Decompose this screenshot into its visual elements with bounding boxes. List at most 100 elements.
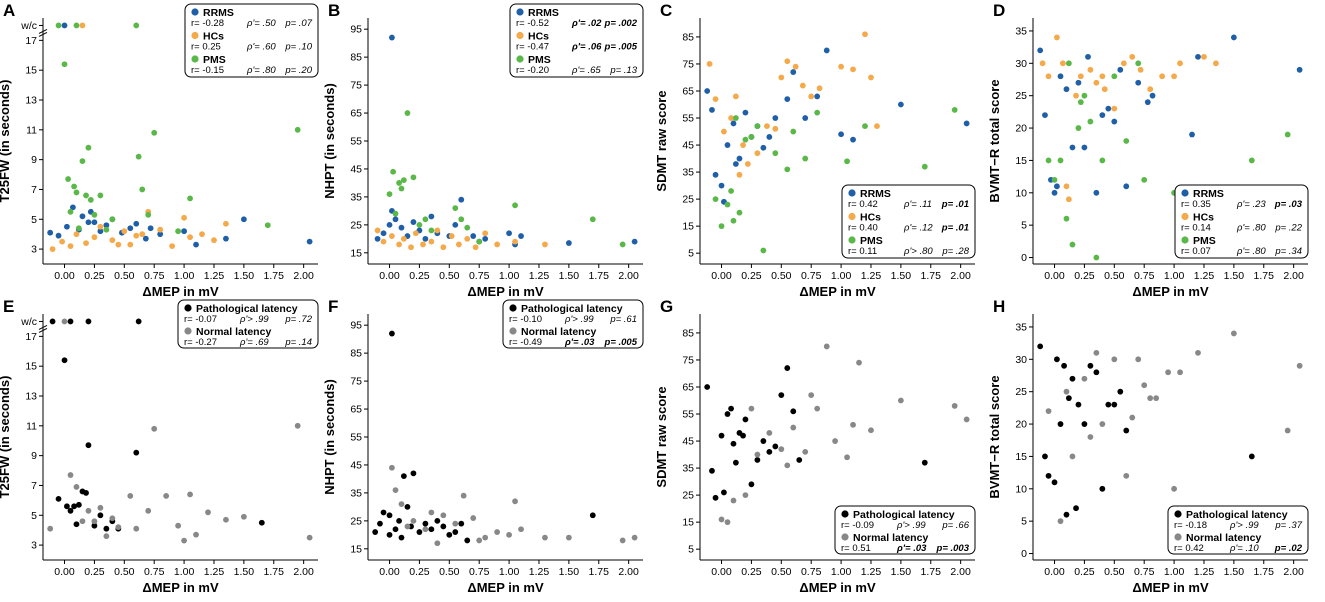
data-point-hcs [109, 237, 116, 244]
x-tick-label: 0.00 [54, 270, 75, 282]
data-point-rrms [410, 219, 417, 225]
data-point-rrms [223, 235, 229, 242]
x-tick-label: 2.00 [950, 566, 971, 578]
data-point-rrms [1075, 79, 1082, 86]
data-point-norm [410, 517, 417, 524]
y-tick-label: 65 [350, 108, 362, 120]
data-point-pms [951, 107, 958, 113]
data-point-pms [802, 155, 809, 162]
legend-marker [191, 31, 199, 40]
data-point-norm [127, 492, 134, 499]
legend-r: r= 0.42 [848, 199, 878, 210]
data-point-path [133, 449, 140, 456]
data-point-rrms [1195, 53, 1201, 60]
data-point-pms [400, 177, 407, 184]
x-axis-label: ΔMEP in mV [467, 580, 544, 595]
y-axis-label: T25FW (in seconds) [0, 80, 12, 203]
y-tick-label: 55 [350, 136, 362, 148]
y-tick-label: 85 [350, 52, 362, 64]
data-point-pms [145, 211, 152, 218]
data-point-rrms [760, 144, 767, 151]
x-tick-label: 1.75 [589, 566, 610, 578]
data-point-norm [742, 492, 749, 499]
data-point-norm [205, 509, 211, 516]
y-tick-label: 65 [350, 404, 362, 416]
x-tick-label: 1.25 [204, 566, 225, 578]
data-point-rrms [1037, 47, 1044, 54]
legend-name: Pathological latency [521, 303, 623, 315]
y-tick-label: 75 [682, 58, 694, 70]
data-point-pms [784, 166, 791, 173]
data-point-pms [724, 201, 731, 208]
data-point-hcs [1093, 79, 1100, 86]
panel-c: C 0.00 0.25 0.50 0.75 1.00 1.25 1.50 1.75 2.00 5 15… [654, 1, 976, 299]
x-tick-label: 1.25 [204, 270, 225, 282]
data-point-norm [91, 518, 98, 525]
legend-r: r= 0.07 [1181, 246, 1211, 257]
data-point-norm [718, 516, 725, 523]
data-point-hcs [1171, 73, 1177, 80]
y-tick-label: 35 [350, 487, 362, 499]
x-tick-label: 0.25 [1074, 566, 1095, 578]
x-tick-label: 2.00 [950, 270, 971, 282]
data-point-rrms [897, 101, 904, 108]
data-point-pms [398, 185, 405, 192]
data-point-path [778, 392, 785, 398]
legend-box [834, 505, 976, 555]
legend-marker [1181, 189, 1189, 197]
y-tick-label: 5 [31, 214, 37, 226]
data-point-path [49, 318, 56, 325]
data-point-norm [1069, 453, 1076, 460]
data-point-hcs [121, 228, 128, 235]
data-point-hcs [1129, 53, 1136, 60]
data-point-path [728, 405, 734, 412]
data-point-hcs [712, 96, 719, 102]
data-point-hcs [1111, 105, 1118, 112]
data-point-pms [862, 123, 868, 130]
data-point-norm [482, 534, 489, 541]
y-tick-label: 15 [25, 361, 37, 373]
data-point-path [410, 470, 417, 477]
data-point-hcs [396, 241, 402, 248]
legend-rho: ρ'> .99 [896, 520, 926, 531]
data-point-norm [97, 504, 104, 511]
data-point-pms [1057, 157, 1064, 164]
panel-d: D 0.00 0.25 0.50 0.75 1.00 1.25 1.50 1.75 2.00 0 5 1… [987, 1, 1309, 299]
data-point-rrms [458, 196, 465, 203]
data-point-path [589, 512, 596, 519]
y-tick-label: 13 [25, 95, 37, 107]
data-point-path [1248, 453, 1255, 460]
data-point-norm [1045, 408, 1052, 415]
data-point-norm [790, 424, 797, 431]
data-point-norm [145, 507, 152, 514]
data-point-rrms [1144, 99, 1151, 106]
data-point-norm [470, 515, 477, 521]
data-point-rrms [850, 136, 856, 143]
legend-marker [848, 212, 856, 221]
legend-p: p= .14 [284, 337, 312, 348]
legend-name: RRMS [203, 7, 234, 19]
data-point-hcs [181, 214, 187, 221]
x-tick-label: 1.75 [264, 270, 285, 282]
x-axis-label: ΔMEP in mV [467, 284, 544, 299]
data-point-pms [79, 158, 86, 165]
data-point-rrms [127, 225, 134, 232]
data-point-norm [748, 405, 755, 412]
data-point-norm [115, 524, 122, 531]
y-tick-label: 15 [682, 517, 694, 529]
data-point-hcs [1054, 34, 1060, 41]
legend-name: PMS [203, 54, 226, 66]
data-point-hcs [59, 238, 66, 245]
data-point-pms [921, 163, 928, 170]
legend-r: r= -0.15 [191, 65, 224, 76]
data-point-hcs [1099, 73, 1106, 80]
legend-marker [841, 533, 849, 541]
x-tick-label: 1.25 [529, 566, 550, 578]
x-tick-label: 1.50 [559, 270, 580, 282]
legend-rho: ρ'= .03 [564, 337, 595, 348]
data-point-pms [97, 192, 104, 199]
data-point-norm [452, 520, 459, 527]
data-point-norm [512, 498, 518, 505]
data-point-norm [193, 531, 199, 538]
